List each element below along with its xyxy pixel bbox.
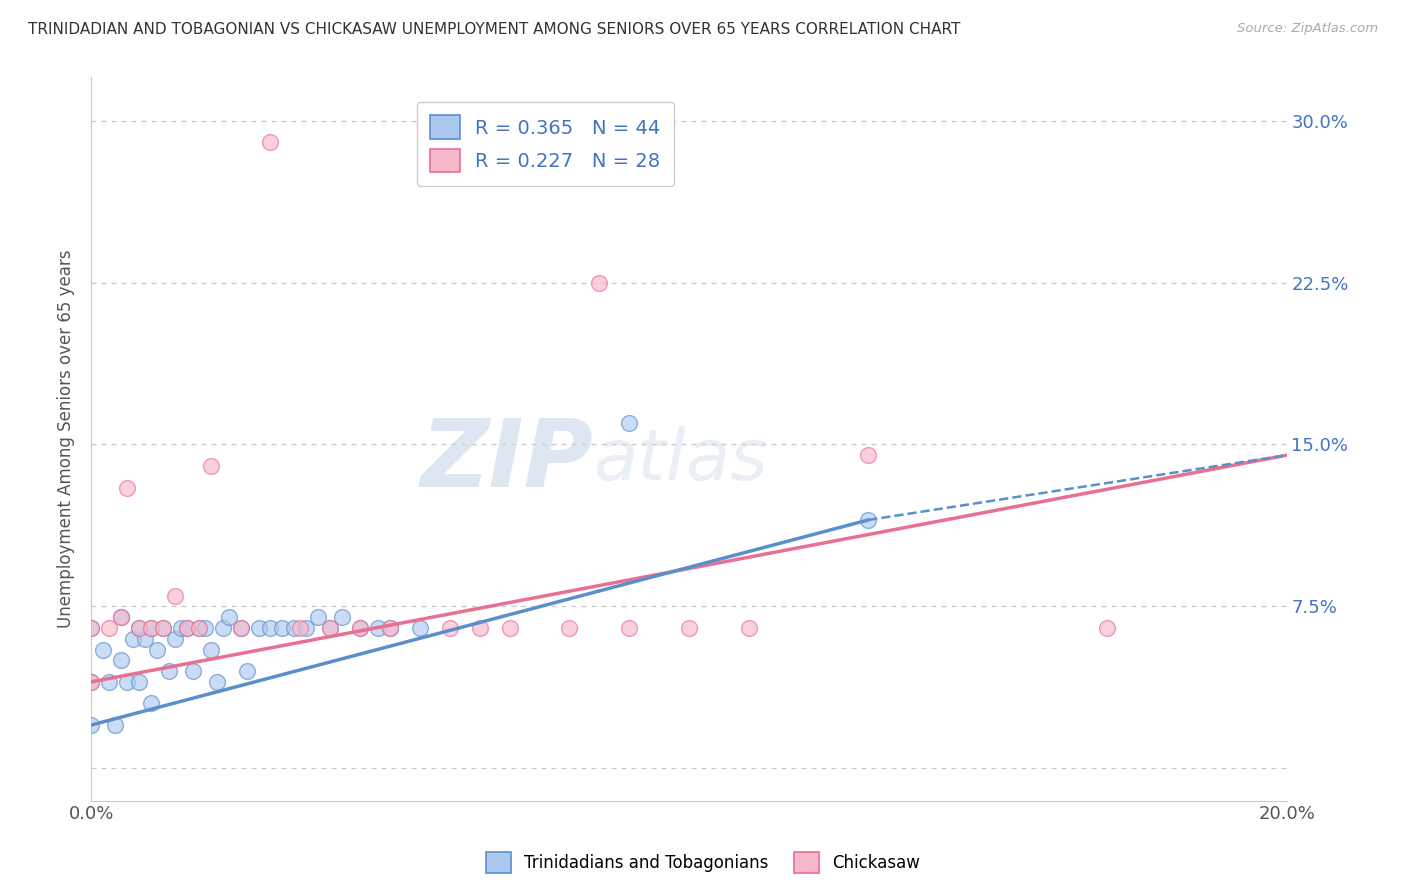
Point	[617, 416, 640, 430]
Point	[134, 632, 156, 646]
Point	[104, 718, 127, 732]
Point	[181, 664, 204, 678]
Point	[80, 621, 103, 635]
Point	[588, 276, 610, 290]
Point	[218, 610, 240, 624]
Point	[319, 621, 342, 635]
Point	[176, 621, 198, 635]
Point	[200, 458, 222, 473]
Point	[737, 621, 759, 635]
Point	[139, 621, 162, 635]
Text: Source: ZipAtlas.com: Source: ZipAtlas.com	[1237, 22, 1378, 36]
Point	[856, 448, 879, 462]
Point	[678, 621, 700, 635]
Point	[128, 621, 150, 635]
Point	[115, 481, 138, 495]
Y-axis label: Unemployment Among Seniors over 65 years: Unemployment Among Seniors over 65 years	[58, 250, 75, 628]
Point	[200, 642, 222, 657]
Point	[194, 621, 217, 635]
Point	[80, 674, 103, 689]
Point	[205, 674, 228, 689]
Point	[439, 621, 461, 635]
Point	[558, 621, 581, 635]
Point	[247, 621, 270, 635]
Point	[259, 135, 281, 149]
Point	[80, 621, 103, 635]
Point	[271, 621, 294, 635]
Point	[98, 674, 121, 689]
Point	[170, 621, 193, 635]
Point	[349, 621, 371, 635]
Point	[187, 621, 209, 635]
Point	[110, 610, 132, 624]
Point	[498, 621, 520, 635]
Text: TRINIDADIAN AND TOBAGONIAN VS CHICKASAW UNEMPLOYMENT AMONG SENIORS OVER 65 YEARS: TRINIDADIAN AND TOBAGONIAN VS CHICKASAW …	[28, 22, 960, 37]
Legend: Trinidadians and Tobagonians, Chickasaw: Trinidadians and Tobagonians, Chickasaw	[479, 846, 927, 880]
Point	[349, 621, 371, 635]
Text: ZIP: ZIP	[420, 415, 593, 507]
Point	[319, 621, 342, 635]
Point	[176, 621, 198, 635]
Point	[409, 621, 432, 635]
Point	[468, 621, 491, 635]
Point	[235, 664, 257, 678]
Point	[1097, 621, 1119, 635]
Point	[80, 718, 103, 732]
Text: atlas: atlas	[593, 426, 768, 495]
Point	[229, 621, 252, 635]
Point	[290, 621, 312, 635]
Point	[128, 621, 150, 635]
Point	[307, 610, 329, 624]
Point	[856, 513, 879, 527]
Point	[229, 621, 252, 635]
Point	[98, 621, 121, 635]
Point	[378, 621, 401, 635]
Point	[163, 632, 186, 646]
Point	[80, 674, 103, 689]
Point	[295, 621, 318, 635]
Point	[367, 621, 389, 635]
Point	[91, 642, 114, 657]
Point	[122, 632, 145, 646]
Point	[259, 621, 281, 635]
Point	[139, 621, 162, 635]
Point	[128, 674, 150, 689]
Legend: R = 0.365   N = 44, R = 0.227   N = 28: R = 0.365 N = 44, R = 0.227 N = 28	[416, 102, 673, 186]
Point	[157, 664, 180, 678]
Point	[187, 621, 209, 635]
Point	[152, 621, 174, 635]
Point	[617, 621, 640, 635]
Point	[211, 621, 233, 635]
Point	[110, 610, 132, 624]
Point	[139, 697, 162, 711]
Point	[115, 674, 138, 689]
Point	[330, 610, 353, 624]
Point	[110, 653, 132, 667]
Point	[163, 589, 186, 603]
Point	[146, 642, 169, 657]
Point	[378, 621, 401, 635]
Point	[283, 621, 305, 635]
Point	[152, 621, 174, 635]
